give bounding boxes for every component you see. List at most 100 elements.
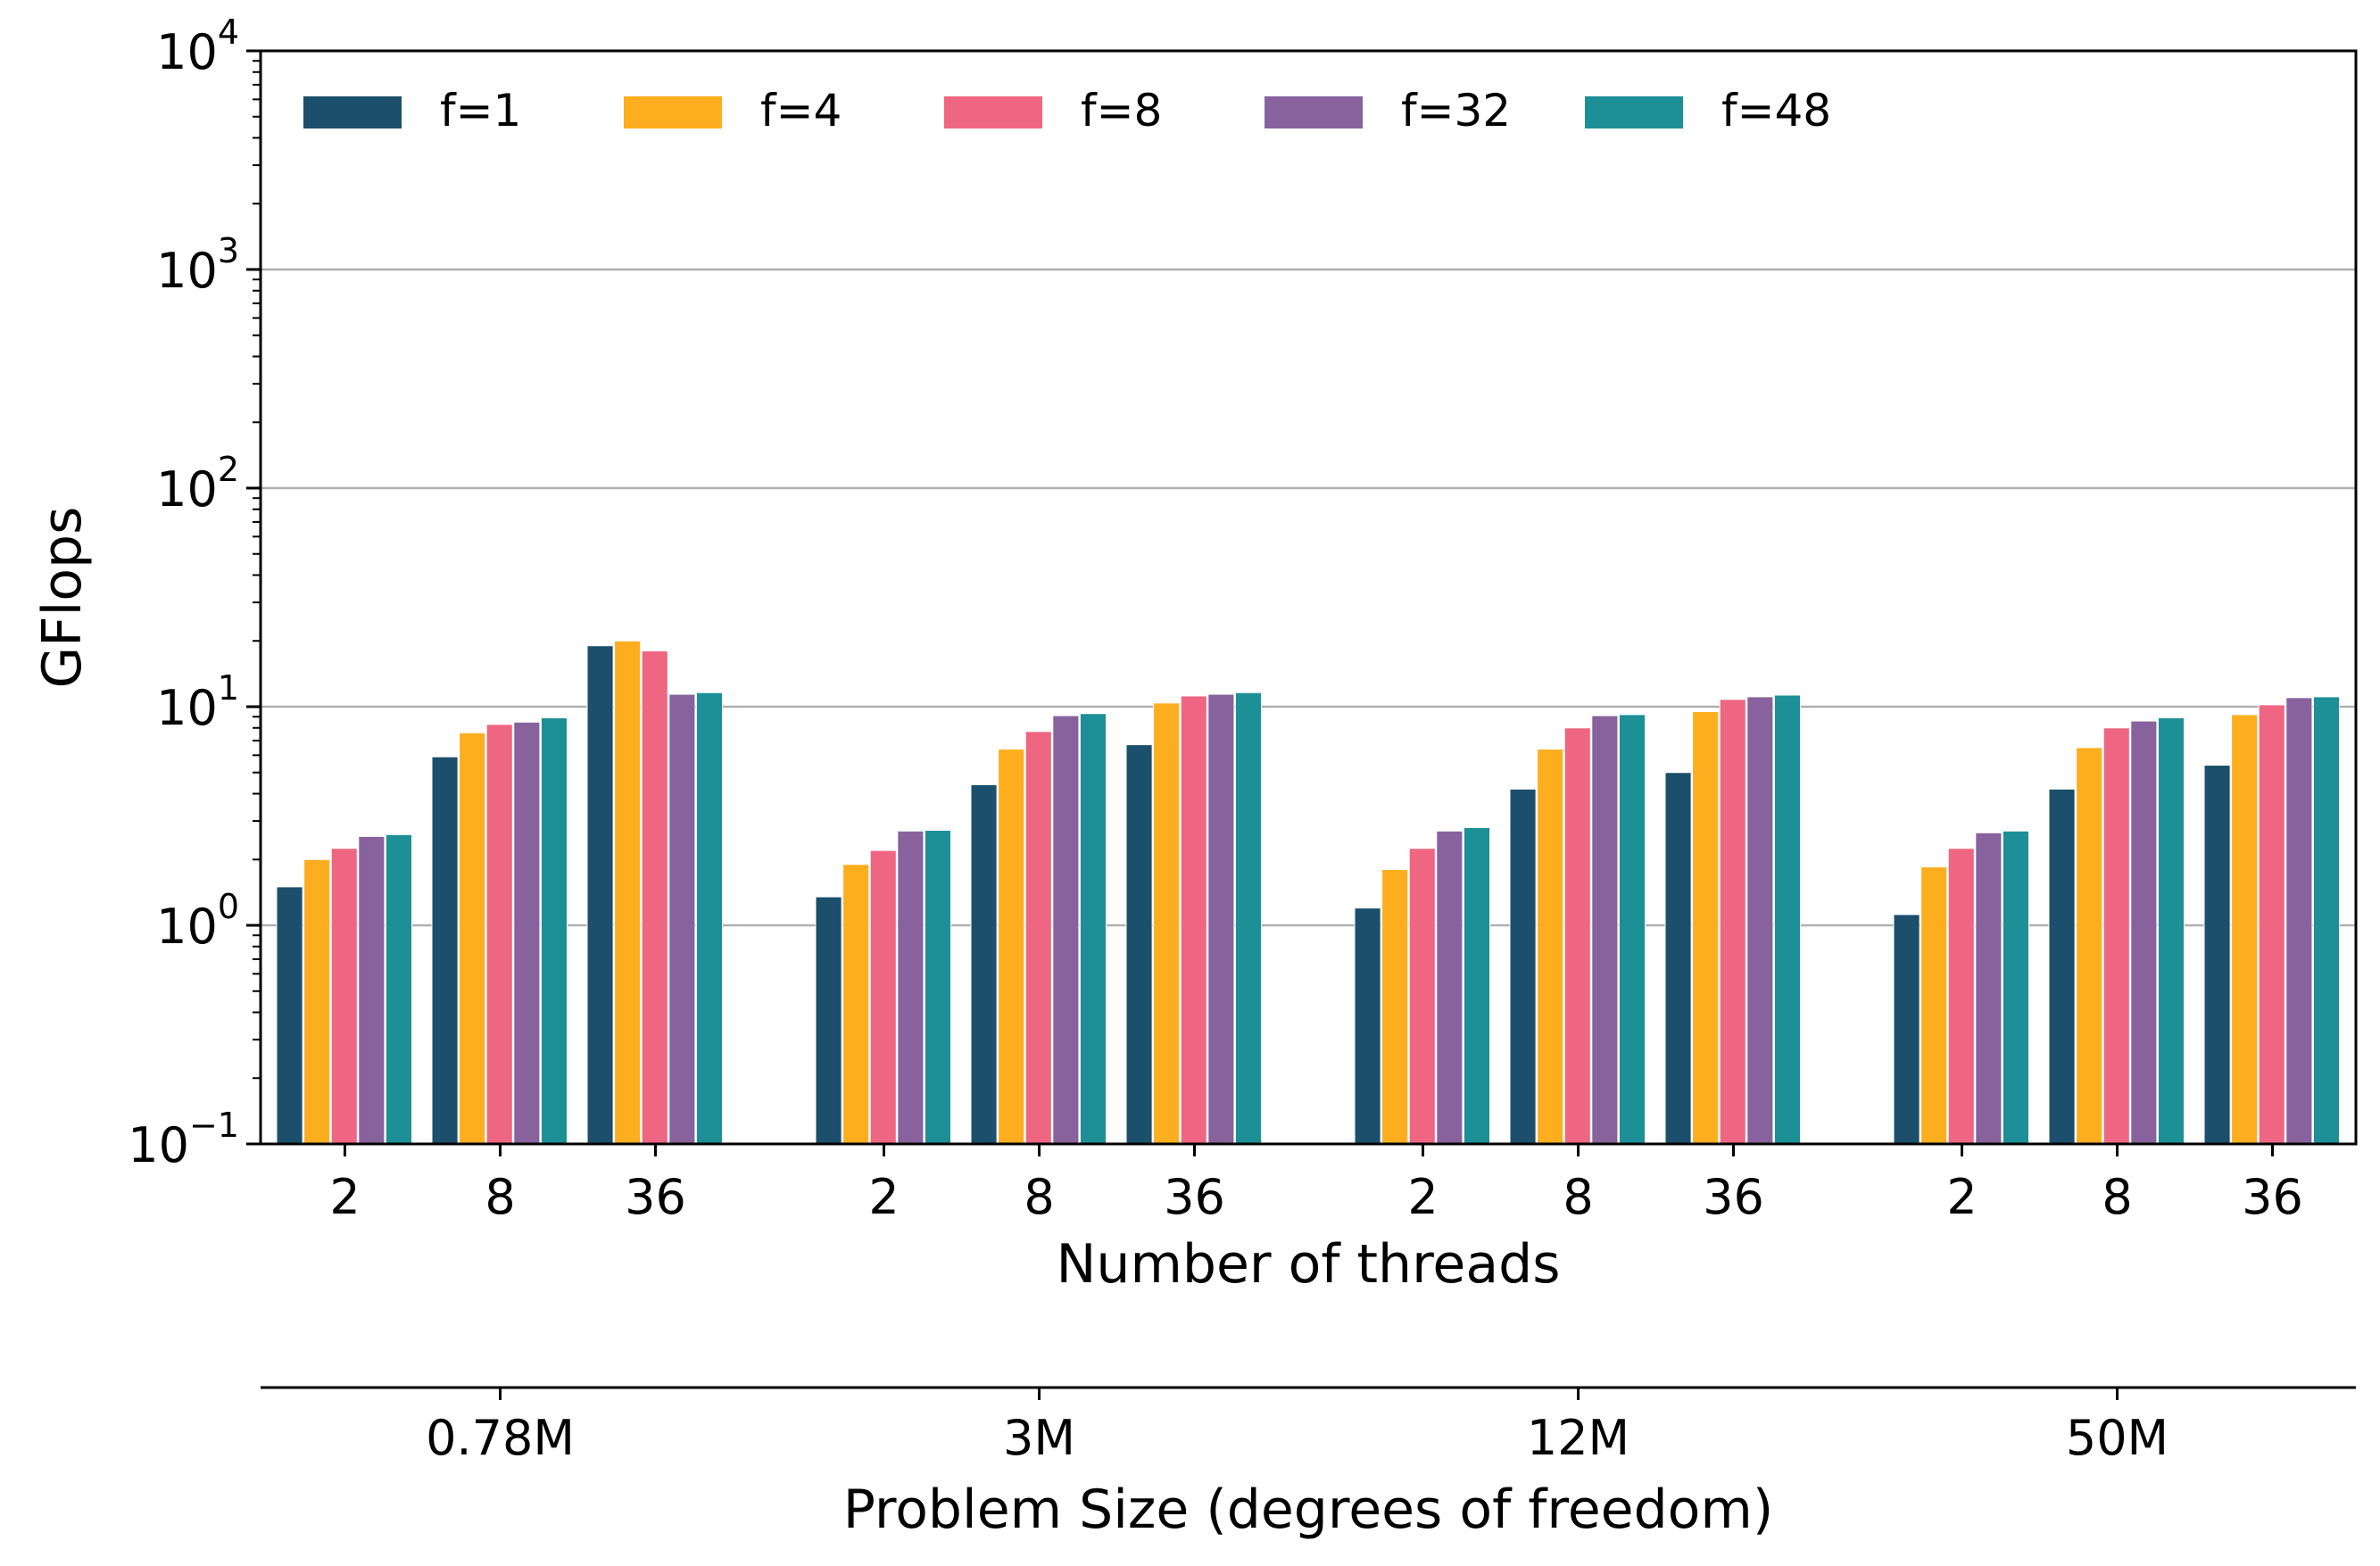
bar (1664, 772, 1692, 1145)
bar (869, 849, 897, 1145)
x-axis-title: Number of threads (1057, 1233, 1561, 1296)
bar (1408, 848, 1436, 1145)
bar (1618, 714, 1646, 1145)
plot-frame (259, 49, 2358, 1146)
y-tick-label: 101 (156, 668, 239, 736)
y-tick-exponent: 3 (218, 231, 239, 270)
legend-label: f=4 (760, 85, 842, 137)
bar (2002, 830, 2029, 1145)
legend-swatch (944, 96, 1042, 128)
bar (431, 756, 459, 1145)
bar (1563, 727, 1591, 1145)
bar (276, 886, 303, 1145)
bar (2231, 714, 2259, 1145)
y-tick-label: 100 (156, 887, 239, 955)
bar (1354, 907, 1381, 1145)
bar (1463, 826, 1491, 1145)
group-label: 50M (2066, 1410, 2169, 1466)
group-label: 3M (1003, 1410, 1075, 1466)
legend-swatch (303, 96, 402, 128)
y-tick-exponent: 2 (218, 450, 239, 489)
bar (303, 858, 331, 1145)
bar (385, 833, 412, 1145)
bar (1180, 695, 1207, 1145)
x-tick-label: 2 (329, 1169, 360, 1225)
bar (1920, 866, 1948, 1145)
y-tick-base: 10 (156, 680, 218, 736)
bar (1947, 848, 1975, 1145)
y-tick-base: 10 (128, 1117, 189, 1173)
bar (1692, 710, 1720, 1145)
y-tick-base: 10 (156, 24, 218, 80)
y-tick-exponent: 0 (218, 887, 239, 926)
group-label: 0.78M (426, 1410, 575, 1466)
bar (1234, 692, 1263, 1145)
x-tick-label: 8 (485, 1169, 515, 1225)
grid-lines (261, 268, 2356, 927)
bar (1537, 748, 1564, 1145)
y-tick-label: 10−1 (128, 1106, 239, 1173)
x-tick-label: 2 (868, 1169, 899, 1225)
y-tick-base: 10 (156, 461, 218, 518)
bar (1207, 693, 1235, 1145)
y-tick-base: 10 (156, 243, 218, 299)
bar (1052, 715, 1080, 1145)
y-tick-exponent: 1 (218, 668, 239, 708)
x-tick-label: 8 (1563, 1169, 1593, 1225)
bar (1153, 702, 1181, 1145)
bar (1079, 713, 1107, 1145)
bar (1773, 694, 1802, 1145)
bar (1746, 696, 1774, 1145)
y-axis-title: GFlops (31, 507, 94, 689)
bar (330, 848, 358, 1145)
x-tick-label: 8 (1024, 1169, 1054, 1225)
bar (815, 896, 842, 1145)
bars (276, 640, 2340, 1145)
bar (1591, 715, 1619, 1145)
bar (540, 717, 568, 1145)
legend-label: f=32 (1401, 85, 1511, 137)
bar (614, 640, 642, 1145)
bar (586, 645, 614, 1145)
bar (1975, 832, 2003, 1145)
x-tick-label: 36 (2242, 1169, 2303, 1225)
bar (842, 864, 870, 1145)
bar (513, 721, 541, 1145)
x-tick-label: 2 (1407, 1169, 1438, 1225)
y-tick-label: 103 (156, 231, 239, 299)
legend-swatch (1585, 96, 1683, 128)
bar (641, 650, 668, 1145)
y-tick-base: 10 (156, 899, 218, 955)
y-tick-label: 102 (156, 450, 239, 518)
y-tick-exponent: −1 (189, 1106, 239, 1145)
bar (485, 724, 513, 1145)
x-tick-label: 36 (1164, 1169, 1225, 1225)
legend-swatch (624, 96, 722, 128)
bar (459, 732, 486, 1145)
legend-label: f=8 (1081, 85, 1162, 137)
bar (2048, 788, 2076, 1145)
bar (1719, 699, 1746, 1145)
y-tick-label: 104 (156, 12, 239, 80)
x-tick-label: 36 (625, 1169, 686, 1225)
x-tick-label: 36 (1703, 1169, 1764, 1225)
bar (1509, 788, 1537, 1145)
bar (897, 830, 925, 1145)
y-tick-exponent: 4 (218, 12, 239, 52)
bar (358, 835, 386, 1145)
x-axis-threads: 2 8 36 2 8 36 2 8 36 2 8 36 (329, 1144, 2303, 1225)
x-tick-label: 2 (1946, 1169, 1977, 1225)
bar (924, 830, 952, 1145)
x-axis-secondary-title: Problem Size (degrees of freedom) (843, 1479, 1773, 1541)
bar (970, 783, 998, 1145)
bar (2258, 704, 2285, 1145)
legend-label: f=48 (1721, 85, 1831, 137)
bar (2285, 697, 2313, 1145)
bar (1436, 830, 1464, 1145)
bar (1381, 868, 1409, 1145)
bar (668, 693, 696, 1145)
bar (2312, 696, 2340, 1145)
legend-swatch (1265, 96, 1363, 128)
